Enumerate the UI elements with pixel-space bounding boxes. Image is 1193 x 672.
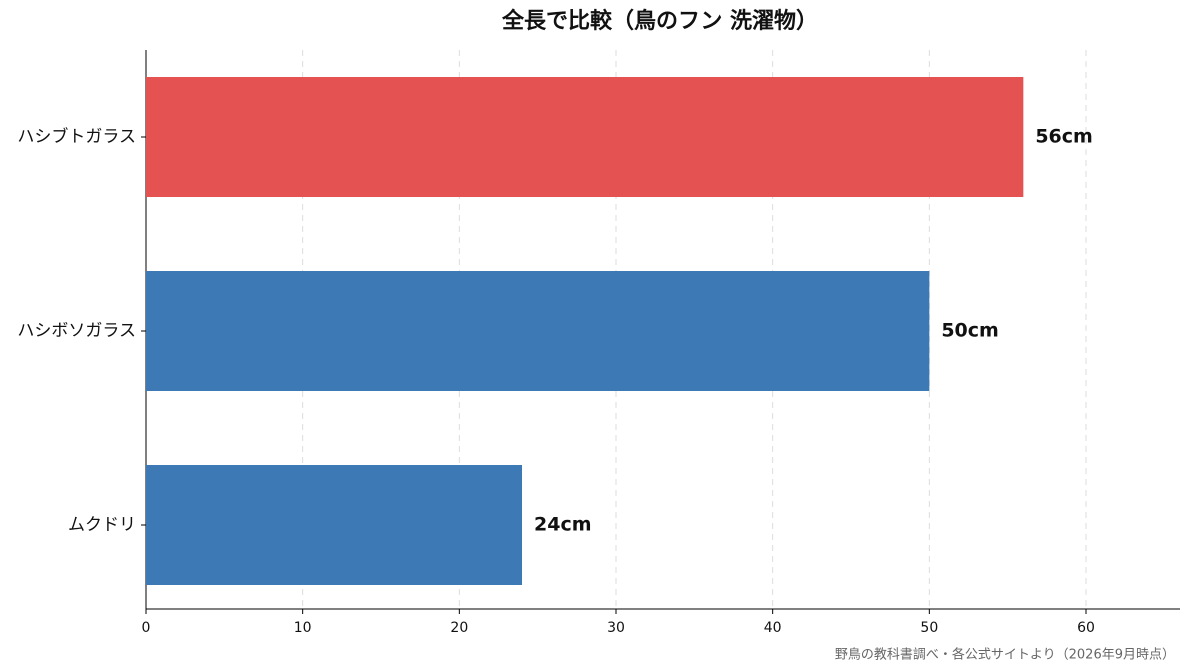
- chart-title: 全長で比較（鳥のフン 洗濯物）: [501, 8, 818, 34]
- bar: [146, 271, 930, 391]
- x-tick-label: 60: [1077, 620, 1095, 636]
- x-tick-label: 50: [920, 620, 938, 636]
- x-tick-label: 0: [142, 620, 151, 636]
- data-label: 24cm: [534, 514, 592, 536]
- data-label: 56cm: [1035, 126, 1093, 148]
- bar: [146, 465, 522, 585]
- y-tick-label: ムクドリ: [68, 515, 136, 535]
- source-note: 野鳥の教科書調べ・各公式サイトより（2026年9月時点）: [835, 647, 1175, 663]
- x-tick-label: 10: [294, 620, 312, 636]
- x-tick-label: 30: [607, 620, 625, 636]
- x-tick-label: 20: [450, 620, 468, 636]
- y-tick-label: ハシブトガラス: [17, 126, 136, 147]
- data-label: 50cm: [941, 320, 999, 342]
- y-tick-label: ハシボソガラス: [17, 321, 136, 341]
- bar: [146, 77, 1024, 197]
- x-tick-label: 40: [764, 620, 782, 636]
